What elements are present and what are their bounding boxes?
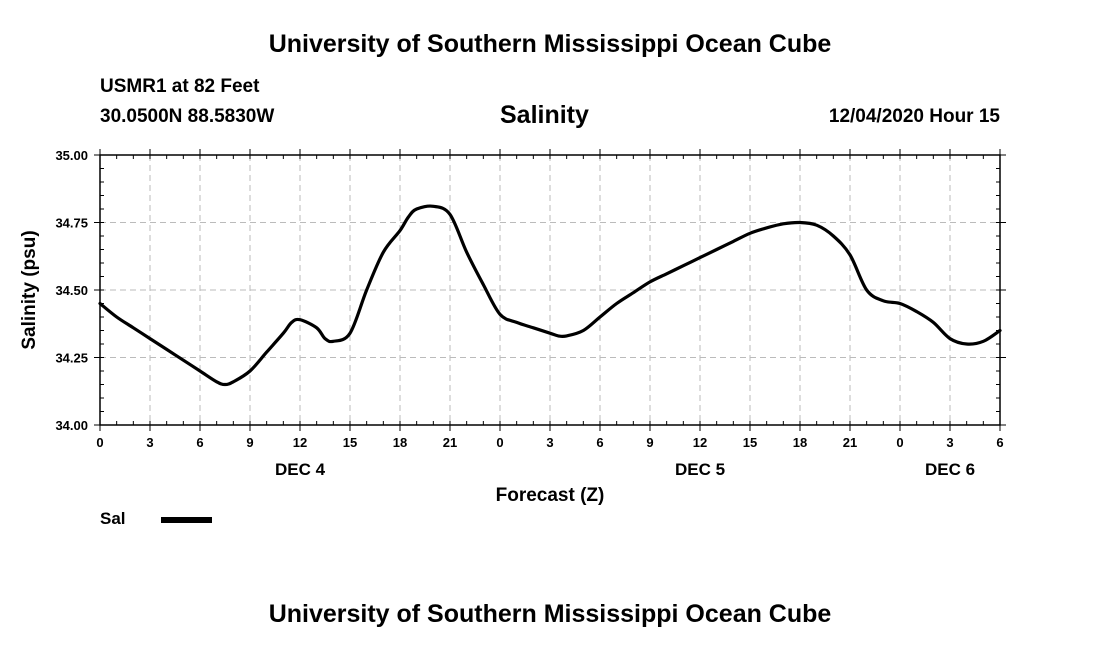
x-tick-label: 3 [146,435,153,450]
x-tick-label: 12 [293,435,307,450]
x-tick-label: 9 [646,435,653,450]
day-label: DEC 4 [275,460,326,479]
x-tick-label: 0 [496,435,503,450]
y-tick-label: 35.00 [55,148,88,163]
y-tick-label: 34.25 [55,351,88,366]
x-tick-label: 0 [896,435,903,450]
x-tick-label: 6 [596,435,603,450]
x-tick-label: 3 [546,435,553,450]
x-tick-label: 15 [743,435,757,450]
x-tick-label: 21 [443,435,457,450]
x-tick-label: 18 [393,435,407,450]
x-tick-label: 12 [693,435,707,450]
x-tick-label: 6 [996,435,1003,450]
x-tick-label: 6 [196,435,203,450]
plot-frame [99,154,1001,426]
x-tick-label: 18 [793,435,807,450]
legend-swatch [161,517,212,523]
x-tick-label: 9 [246,435,253,450]
station-name: USMR1 at 82 Feet [100,76,260,97]
x-tick-label: 0 [96,435,103,450]
y-tick-label: 34.75 [55,216,88,231]
x-tick-label: 15 [343,435,357,450]
series-line-sal [98,204,1002,387]
legend-label: Sal [100,509,126,528]
x-axis-label: Forecast (Z) [496,485,605,506]
run-time: 12/04/2020 Hour 15 [828,106,1000,127]
y-tick-label: 34.50 [55,283,88,298]
main-title: University of Southern Mississippi Ocean… [268,30,832,58]
y-tick-label: 34.00 [55,418,88,433]
day-label: DEC 6 [925,460,975,479]
footer-title: University of Southern Mississippi Ocean… [268,600,832,628]
chart-title: Salinity [500,101,589,129]
y-axis-label: Salinity (psu) [19,230,40,349]
day-label: DEC 5 [675,460,725,479]
station-coords: 30.0500N 88.5830W [100,106,275,127]
x-tick-label: 21 [843,435,857,450]
x-tick-label: 3 [946,435,953,450]
